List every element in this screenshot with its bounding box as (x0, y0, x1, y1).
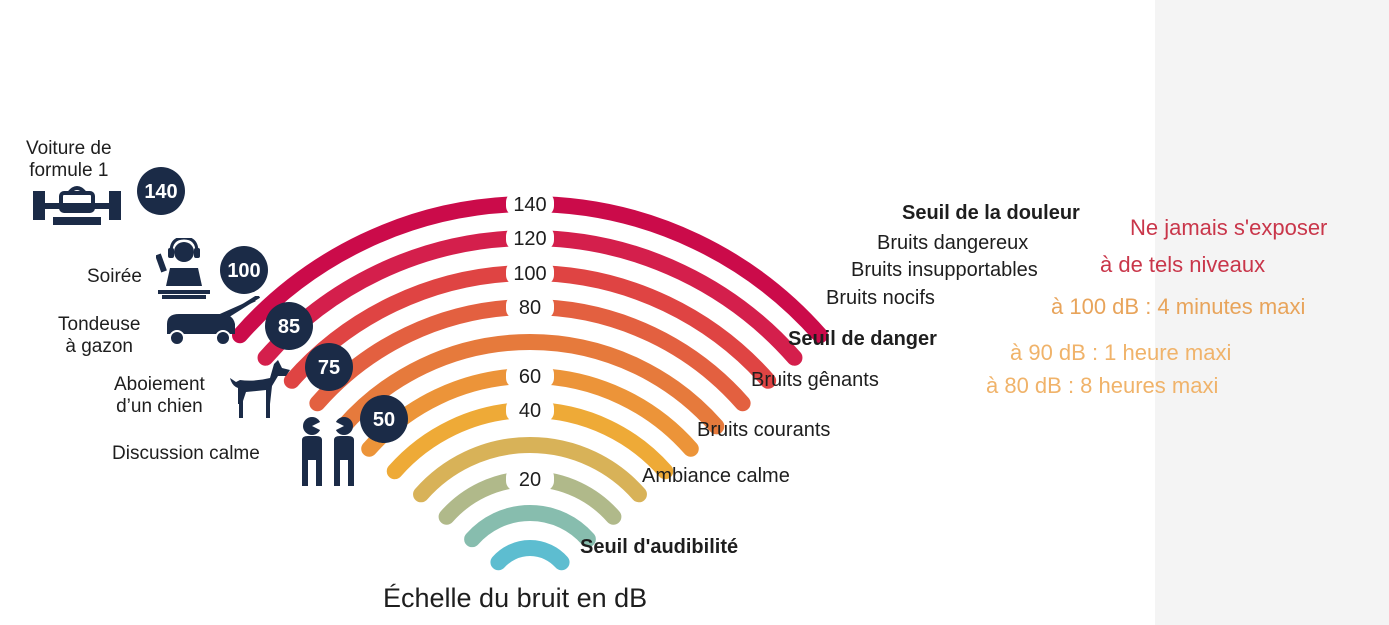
source-badge (265, 302, 313, 350)
source-label-discussion: Discussion calme (112, 443, 260, 464)
arc-label-background (506, 295, 554, 319)
arc-label-background (506, 226, 554, 250)
source-badge (305, 343, 353, 391)
note-never-expose-line2: à de tels niveaux (1100, 252, 1266, 277)
arc-db-label: 60 (519, 366, 541, 388)
source-badge-value: 140 (144, 181, 177, 203)
label-seuil-audibilite: Seuil d'audibilité (580, 536, 739, 558)
noise-arc (490, 540, 570, 571)
two-people-talking-icon (302, 417, 354, 486)
arc-label-background (506, 467, 554, 491)
source-badge (360, 395, 408, 443)
source-badge-value: 75 (318, 357, 340, 379)
chart-title: Échelle du bruit en dB (383, 583, 648, 613)
arc-label-background (506, 261, 554, 285)
label-seuil-douleur: Seuil de la douleur (902, 202, 1080, 224)
note-limit-90db: à 90 dB : 1 heure maxi (1010, 340, 1232, 365)
source-label-chien: Aboiement d’un chien (114, 374, 205, 417)
right-panel-background (1155, 0, 1389, 625)
arc-db-label: 140 (513, 194, 546, 216)
source-label-soiree: Soirée (87, 266, 142, 287)
dog-icon (230, 360, 290, 418)
source-badge (220, 246, 268, 294)
source-badge-value: 85 (278, 316, 300, 338)
note-limit-80db: à 80 dB : 8 heures maxi (986, 373, 1219, 398)
noise-arc (464, 505, 596, 548)
note-never-expose-line1: Ne jamais s'exposer (1130, 215, 1328, 240)
badge-group: 140 100 85 75 50 (137, 167, 408, 443)
arc-label-background (506, 364, 554, 388)
arc-db-label: 100 (513, 263, 546, 285)
source-label-tondeuse: Tondeuse à gazon (58, 314, 141, 357)
formula1-car-icon (33, 186, 121, 225)
label-bruits-insupportables: Bruits insupportables (851, 259, 1038, 281)
arc-db-label: 20 (519, 469, 541, 491)
dj-headphones-icon (156, 238, 210, 299)
label-bruits-courants: Bruits courants (697, 419, 831, 441)
source-badge-value: 100 (227, 260, 260, 282)
source-label-formule1: Voiture de formule 1 (26, 138, 112, 181)
noise-arc (413, 437, 647, 503)
label-ambiance-calme: Ambiance calme (642, 465, 790, 487)
arc-label-background (506, 398, 554, 422)
label-bruits-genants: Bruits gênants (751, 369, 879, 391)
label-bruits-nocifs: Bruits nocifs (826, 287, 935, 309)
lawn-mower-icon (167, 296, 261, 346)
label-seuil-danger: Seuil de danger (788, 328, 937, 350)
source-badge-value: 50 (373, 409, 395, 431)
arc-db-label: 80 (519, 297, 541, 319)
source-badge (137, 167, 185, 215)
arc-label-background (506, 192, 554, 216)
noise-arc (335, 334, 725, 435)
arc-label-group: 20 40 60 80 100 120 140 (506, 192, 554, 491)
note-limit-100db: à 100 dB : 4 minutes maxi (1051, 294, 1306, 319)
arc-db-label: 40 (519, 400, 541, 422)
label-bruits-dangereux: Bruits dangereux (877, 232, 1029, 254)
arc-db-label: 120 (513, 228, 546, 250)
